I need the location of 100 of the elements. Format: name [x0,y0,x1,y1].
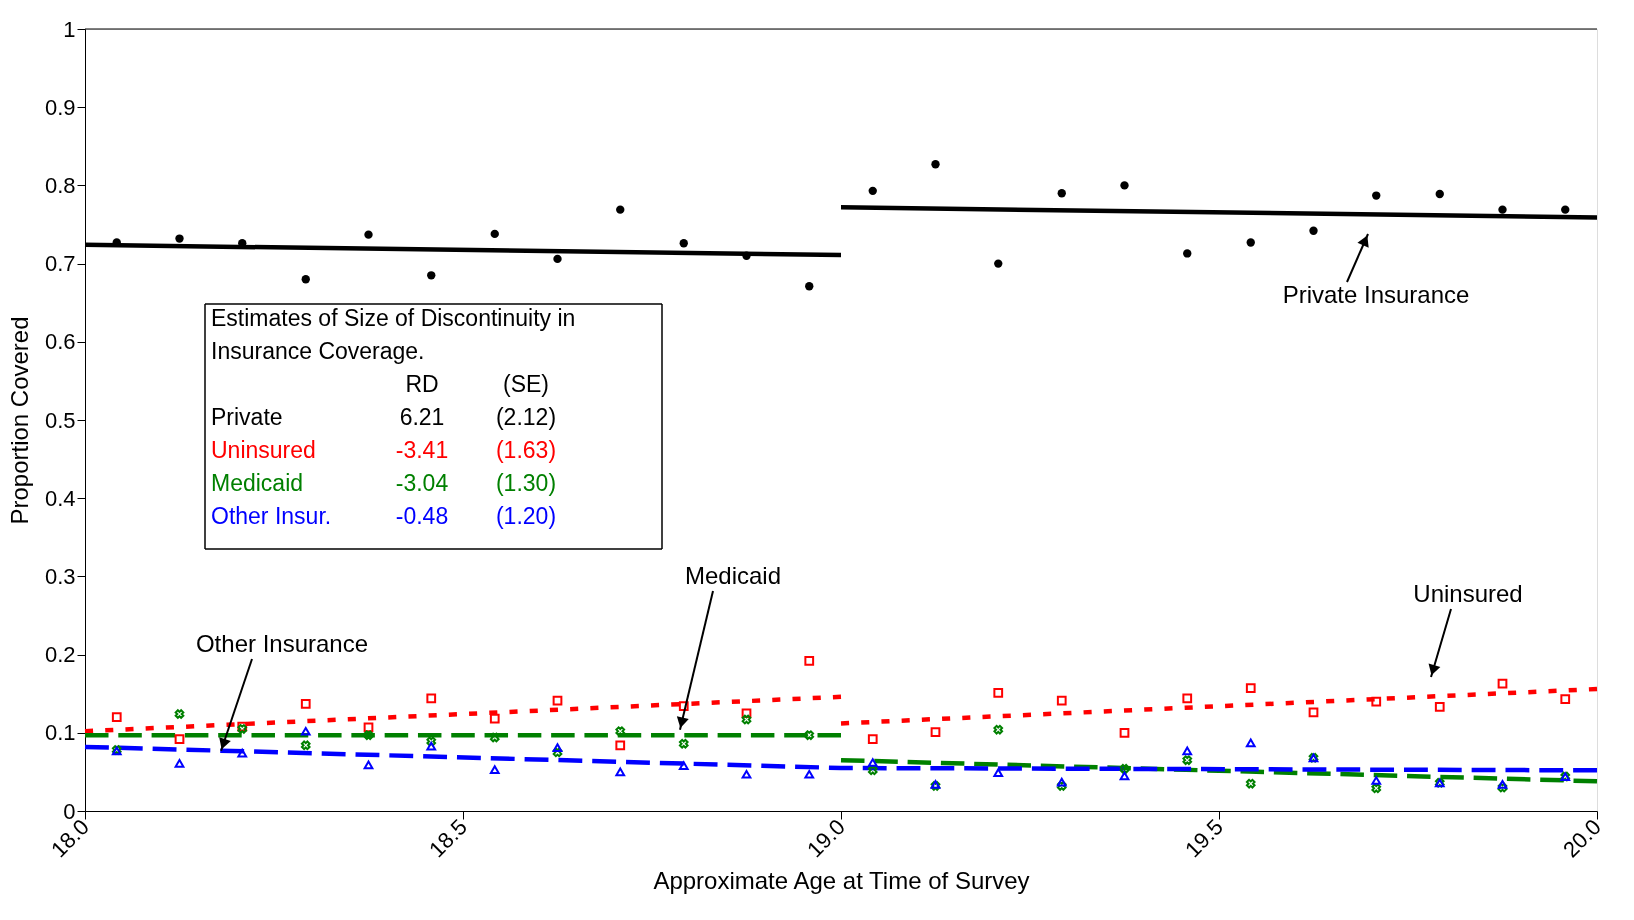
x-axis-title: Approximate Age at Time of Survey [653,866,1030,894]
point [1497,780,1508,789]
point [175,234,184,243]
point [237,748,248,758]
point [1498,205,1507,214]
point [489,713,500,724]
point [805,282,814,291]
point [111,712,122,723]
point [364,230,373,239]
point [1182,755,1193,765]
y-tick-label: 1 [63,16,76,42]
y-tick-label: 0.9 [44,94,76,120]
point [1056,695,1067,706]
point [741,714,752,725]
y-tick-label: 0.5 [44,407,76,433]
point [615,767,626,777]
y-tick-label: 0.1 [44,720,76,746]
y-tick-label: 0.7 [44,251,76,277]
point [300,726,311,736]
point [1434,702,1445,712]
point [1119,727,1130,738]
point [363,730,374,740]
point [552,695,563,706]
point [741,708,752,719]
point [1183,249,1192,258]
text: Uninsured -3.41 (1.63) [211,437,557,463]
point [1245,738,1256,748]
point [1119,771,1130,781]
point [930,727,941,737]
point [426,741,437,751]
point [363,722,374,733]
point [552,747,563,758]
point [1182,746,1193,756]
point [678,738,689,749]
point [1497,782,1508,793]
point [1245,683,1256,694]
point [1057,189,1066,198]
point [804,730,815,740]
point [1435,189,1444,199]
point [867,758,878,767]
point [868,186,877,196]
point [1056,777,1067,787]
point [1245,778,1256,789]
point [867,765,878,776]
point [994,259,1003,268]
y-tick-label: 0.6 [44,329,76,355]
point [867,734,878,744]
annotation: Medicaid [684,562,782,589]
point [300,740,311,751]
y-tick-label: 0.4 [44,485,76,511]
point [679,239,688,248]
point [426,693,437,704]
point [427,271,436,280]
point [174,709,185,719]
point [1560,694,1571,705]
point [741,769,752,779]
point [1371,776,1382,785]
point [1497,678,1508,689]
point [174,734,185,744]
annotation: Private Insurance [1282,281,1470,308]
annotation: Insurance Coverage. [211,338,425,364]
point [993,688,1004,698]
point [615,726,626,737]
point [931,160,940,169]
point [490,229,499,239]
text: Medicaid -3.04 (1.30) [211,470,557,496]
point [1119,763,1130,774]
point [301,275,310,284]
point [1561,205,1570,214]
text: Other Insur. -0.48 (1.20) [211,503,557,529]
point [804,769,815,779]
point [363,760,374,770]
point [1056,781,1067,791]
point [1246,238,1255,247]
point [1120,181,1129,190]
annotation: Estimates of Size of Discontinuity in [211,305,576,331]
point [1182,693,1193,704]
point [1309,226,1318,235]
point [489,765,500,774]
point [553,254,562,264]
point [1371,696,1382,707]
point [993,724,1004,735]
point [1372,191,1381,200]
point [678,701,689,712]
point [678,761,689,770]
point [426,736,437,747]
text: Private 6.21 (2.12) [211,404,557,430]
point [616,205,625,214]
y-tick-label: 0.2 [44,642,76,668]
point [993,768,1004,778]
point [1371,783,1382,794]
point [804,655,815,666]
annotation: Other Insurance [195,630,369,657]
y-axis-title: Proportion Covered [5,316,33,525]
text: RD (SE) [405,371,549,397]
annotation: Uninsured [1413,580,1523,607]
y-tick-label: 0.8 [44,172,76,198]
point [742,251,751,260]
point [489,732,500,743]
y-tick-label: 0.3 [44,563,76,589]
